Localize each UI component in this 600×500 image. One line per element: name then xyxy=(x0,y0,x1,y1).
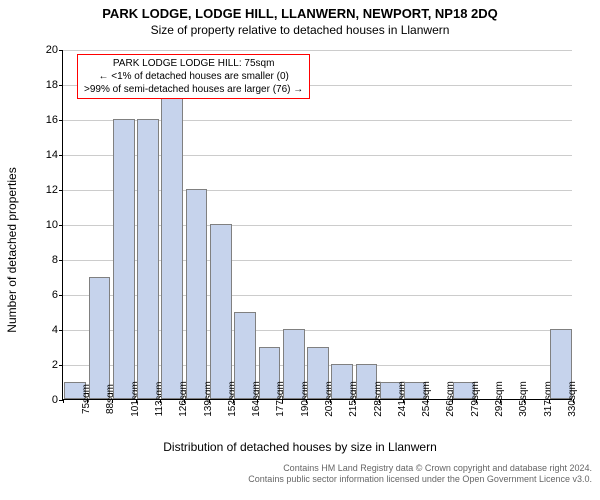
plot-area: PARK LODGE LODGE HILL: 75sqm ← <1% of de… xyxy=(62,50,572,400)
y-tick-label: 12 xyxy=(33,184,63,196)
y-tick-label: 18 xyxy=(33,79,63,91)
y-tick-label: 20 xyxy=(33,44,63,56)
annotation-line3: >99% of semi-detached houses are larger … xyxy=(84,83,303,96)
x-tick-label: 254sqm xyxy=(419,381,432,417)
x-tick-label: 279sqm xyxy=(468,381,481,417)
footer-line1: Contains HM Land Registry data © Crown c… xyxy=(248,463,592,475)
histogram-bar xyxy=(210,224,232,399)
grid-line xyxy=(63,50,572,51)
y-tick-label: 10 xyxy=(33,219,63,231)
chart-title: PARK LODGE, LODGE HILL, LLANWERN, NEWPOR… xyxy=(0,0,600,21)
annotation-line1: PARK LODGE LODGE HILL: 75sqm xyxy=(84,57,303,70)
footer-text: Contains HM Land Registry data © Crown c… xyxy=(248,463,592,486)
y-tick-label: 14 xyxy=(33,149,63,161)
histogram-bar xyxy=(89,277,111,400)
x-axis-label: Distribution of detached houses by size … xyxy=(163,440,437,454)
histogram-bar xyxy=(161,84,183,399)
annotation-line2: ← <1% of detached houses are smaller (0) xyxy=(84,70,303,83)
histogram-bar xyxy=(137,119,159,399)
y-tick-label: 8 xyxy=(33,254,63,266)
chart-subtitle: Size of property relative to detached ho… xyxy=(0,21,600,37)
x-tick-label: 305sqm xyxy=(516,381,529,417)
y-tick-label: 16 xyxy=(33,114,63,126)
x-tick-label: 292sqm xyxy=(492,381,505,417)
footer-line2: Contains public sector information licen… xyxy=(248,474,592,486)
chart-container: PARK LODGE, LODGE HILL, LLANWERN, NEWPOR… xyxy=(0,0,600,500)
x-tick-label: 330sqm xyxy=(565,381,578,417)
y-tick-label: 2 xyxy=(33,359,63,371)
y-tick-label: 0 xyxy=(33,394,63,406)
histogram-bar xyxy=(186,189,208,399)
histogram-bar xyxy=(113,119,135,399)
y-axis-label: Number of detached properties xyxy=(5,167,19,332)
y-tick-label: 6 xyxy=(33,289,63,301)
annotation-box: PARK LODGE LODGE HILL: 75sqm ← <1% of de… xyxy=(77,54,310,99)
y-tick-label: 4 xyxy=(33,324,63,336)
